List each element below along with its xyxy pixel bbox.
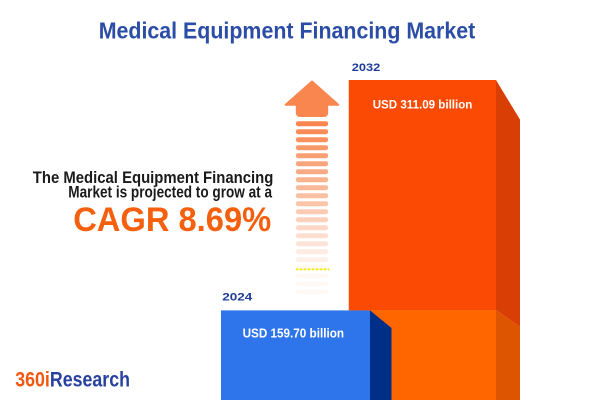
svg-text:CAGR 8.69%: CAGR 8.69% <box>73 201 271 239</box>
svg-text:2032: 2032 <box>352 62 381 74</box>
svg-text:USD 159.70 billion: USD 159.70 billion <box>243 326 345 341</box>
svg-text:Medical Equipment Financing Ma: Medical Equipment Financing Market <box>99 18 476 44</box>
svg-text:360iResearch: 360iResearch <box>15 368 130 392</box>
svg-text:USD 311.09 billion: USD 311.09 billion <box>373 98 473 112</box>
svg-text:2024: 2024 <box>222 292 253 304</box>
svg-text:The Medical Equipment Financin: The Medical Equipment Financing <box>33 169 273 187</box>
svg-text:Market is projected to grow at: Market is projected to grow at a <box>68 184 273 202</box>
